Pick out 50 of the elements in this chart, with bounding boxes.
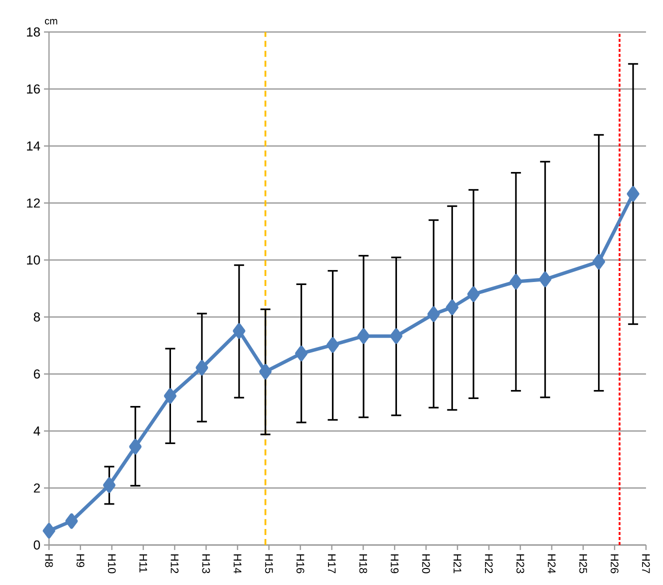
point	[326, 337, 339, 353]
x-tick-label: H25	[579, 554, 588, 574]
point	[592, 254, 606, 270]
point	[538, 272, 552, 288]
point	[427, 306, 440, 322]
point	[467, 286, 480, 302]
point	[390, 328, 402, 344]
y-tick-label: 2	[34, 483, 40, 493]
x-tick-label: H14	[234, 554, 242, 574]
y-tick-label: 16	[27, 84, 40, 94]
x-tick-label: H16	[296, 554, 304, 574]
x-tick-label: H24	[548, 554, 556, 574]
x-tick-label: H9	[76, 554, 84, 568]
x-tick-label: H12	[170, 554, 179, 574]
y-tick-label: 4	[34, 426, 40, 436]
x-tick-label: H10	[108, 554, 116, 574]
point	[164, 388, 176, 404]
x-tick-label: H13	[202, 554, 210, 574]
y-axis-title: cm	[44, 19, 58, 24]
x-tick-label: H19	[390, 554, 399, 574]
y-tick-label: 18	[27, 27, 40, 37]
y-tick-label: 8	[34, 312, 40, 322]
x-tick-label: H17	[328, 554, 336, 574]
y-tick-label: 12	[27, 198, 40, 208]
x-tick-label: H15	[265, 554, 273, 574]
y-tick-label: 10	[27, 255, 40, 265]
point	[103, 477, 116, 493]
point	[129, 438, 142, 454]
x-tick-label: H8	[45, 554, 53, 568]
x-tick-label: H18	[359, 554, 368, 574]
x-tick-label: H26	[610, 554, 618, 574]
point	[510, 274, 522, 290]
x-tick-label: H23	[516, 554, 524, 574]
point	[626, 186, 640, 202]
point	[65, 513, 78, 529]
x-tick-label: H22	[485, 554, 493, 574]
y-tick-label: 0	[34, 540, 40, 550]
x-tick-label: H20	[422, 554, 430, 574]
x-tick-label: H11	[139, 554, 148, 572]
point	[196, 360, 208, 376]
y-tick-label: 14	[27, 142, 40, 150]
point	[295, 346, 308, 362]
point	[259, 364, 272, 380]
point	[357, 328, 370, 344]
point	[446, 300, 458, 316]
point	[232, 323, 246, 339]
y-tick-label: 6	[34, 369, 40, 379]
x-tick-label: H27	[642, 554, 650, 574]
point	[42, 523, 56, 538]
x-tick-label: H21	[454, 554, 462, 574]
